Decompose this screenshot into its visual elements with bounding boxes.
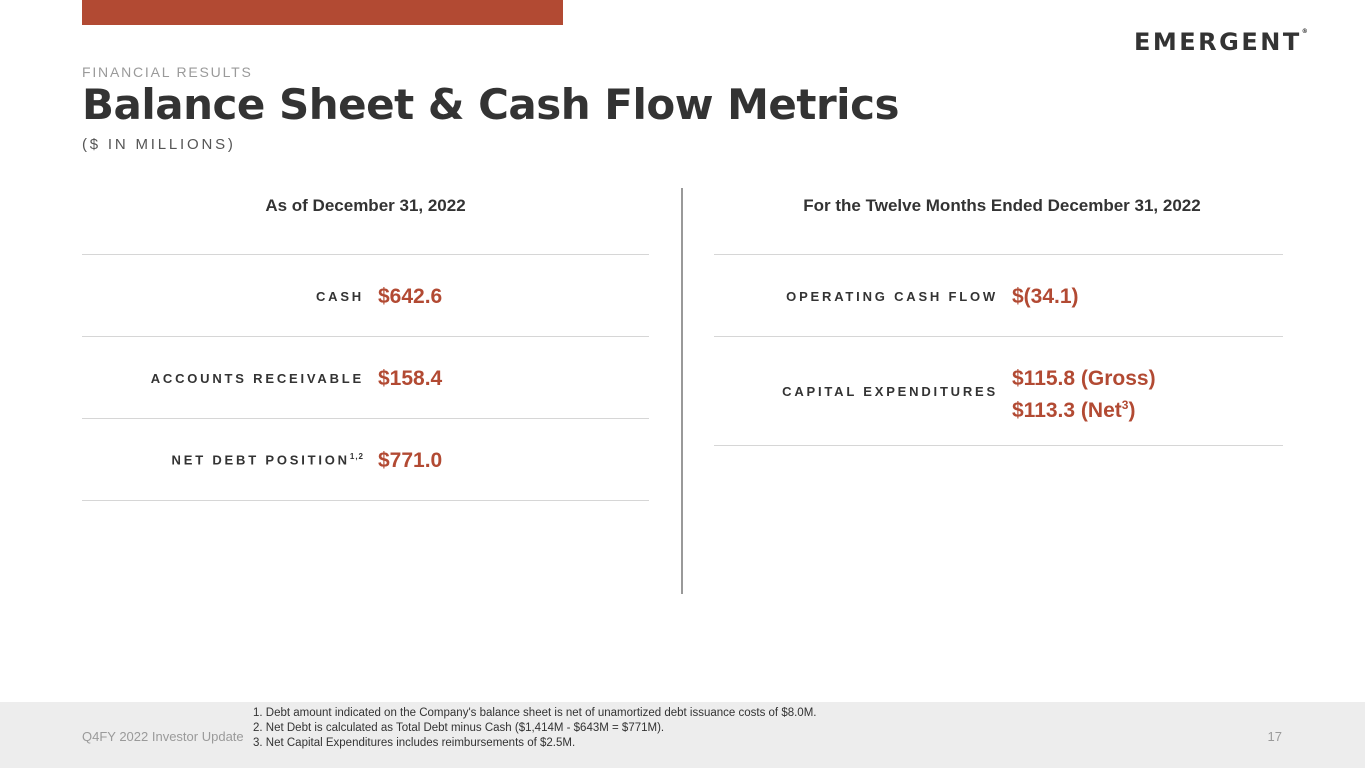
- net-debt-footnote-ref: 1,2: [349, 452, 364, 461]
- divider: [714, 336, 1283, 337]
- divider: [714, 254, 1283, 255]
- net-debt-label: NET DEBT POSITION1,2: [172, 452, 364, 467]
- footnote-2: 2. Net Debt is calculated as Total Debt …: [253, 722, 665, 734]
- capital-expenditures-net-value: $113.3 (Net3): [1012, 392, 1135, 424]
- operating-cash-flow-label: OPERATING CASH FLOW: [786, 289, 998, 304]
- column-divider: [681, 188, 683, 594]
- cash-value: $642.6: [378, 285, 443, 308]
- page-title: Balance Sheet & Cash Flow Metrics: [82, 80, 899, 129]
- right-column-heading: For the Twelve Months Ended December 31,…: [803, 196, 1201, 215]
- operating-cash-flow-value: $(34.1): [1012, 285, 1079, 308]
- left-column-heading: As of December 31, 2022: [265, 196, 466, 215]
- footnote-3: 3. Net Capital Expenditures includes rei…: [253, 737, 576, 749]
- logo-registered-mark: ®: [1301, 28, 1308, 35]
- divider: [82, 336, 649, 337]
- capex-net-close: ): [1128, 399, 1136, 422]
- divider: [714, 445, 1283, 446]
- net-debt-label-text: NET DEBT POSITION: [171, 452, 350, 468]
- page-number: 17: [1267, 729, 1282, 744]
- page-subtitle: ($ IN MILLIONS): [82, 136, 236, 153]
- capex-net-text: $113.3 (Net: [1012, 399, 1122, 422]
- footnotes: 1. Debt amount indicated on the Company'…: [253, 706, 816, 751]
- divider: [82, 418, 649, 419]
- net-debt-value: $771.0: [378, 449, 443, 472]
- accounts-receivable-value: $158.4: [378, 367, 443, 390]
- capex-net-footnote-ref: 3: [1121, 398, 1129, 412]
- section-label: FINANCIAL RESULTS: [82, 64, 253, 80]
- divider: [82, 254, 649, 255]
- footer-document-title: Q4FY 2022 Investor Update: [82, 729, 244, 744]
- footer: Q4FY 2022 Investor Update 1. Debt amount…: [0, 702, 1365, 768]
- footnote-1: 1. Debt amount indicated on the Company'…: [253, 707, 817, 719]
- company-logo: EMERGENT®: [1134, 28, 1308, 56]
- logo-text: EMERGENT: [1134, 28, 1302, 56]
- capital-expenditures-label: CAPITAL EXPENDITURES: [782, 384, 998, 399]
- accounts-receivable-label: ACCOUNTS RECEIVABLE: [150, 371, 364, 386]
- capital-expenditures-gross-value: $115.8 (Gross): [1012, 367, 1156, 390]
- divider: [82, 500, 649, 501]
- top-accent-bar: [82, 0, 563, 25]
- cash-label: CASH: [315, 289, 364, 304]
